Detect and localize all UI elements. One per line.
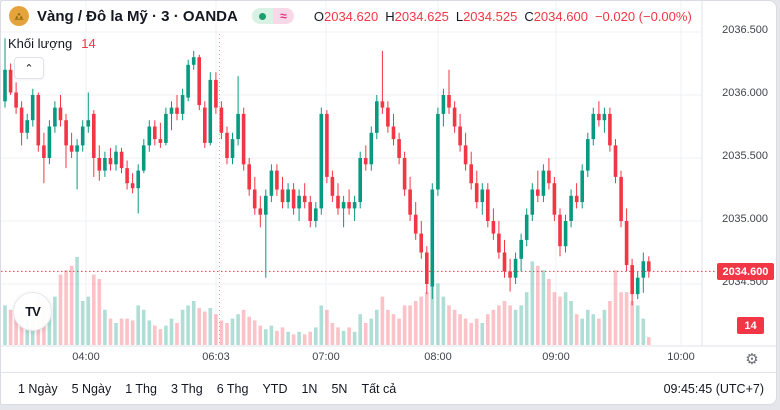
market-open-icon[interactable] — [251, 8, 273, 24]
bottom-toolbar: 1 Ngày 5 Ngày 1 Thg 3 Thg 6 Thg YTD 1N 5N Tất cả… — [1, 372, 776, 404]
market-status-pills[interactable]: ≈ — [251, 8, 294, 24]
candlestick-chart[interactable] — [1, 1, 776, 404]
range-button-3[interactable]: 1 Thg — [120, 379, 162, 399]
time-axis-tick: 08:00 — [424, 351, 452, 363]
time-axis-tick: 07:00 — [312, 351, 340, 363]
time-axis-tick: 06:03 — [202, 351, 230, 363]
symbol-title[interactable]: Vàng / Đô la Mỹ · 3 · OANDA — [37, 7, 238, 25]
range-button-1[interactable]: 1 Ngày — [13, 379, 63, 399]
close-value: 2034.600 — [533, 8, 588, 24]
date-range-selector: 1 Ngày 5 Ngày 1 Thg 3 Thg 6 Thg YTD 1N 5N Tất cả — [13, 379, 401, 399]
time-axis-tick: 10:00 — [667, 351, 695, 363]
price-axis-tick: 2035.500 — [722, 150, 768, 162]
high-label: H — [385, 8, 395, 24]
price-axis-tick: 2036.500 — [722, 24, 768, 36]
change-value: −0.020 (−0.00%) — [594, 8, 692, 24]
time-axis-tick: 09:00 — [542, 351, 570, 363]
volume-legend-label[interactable]: Khối lượng — [8, 36, 73, 51]
price-axis-tick: 2035.000 — [722, 213, 768, 225]
delayed-data-icon[interactable]: ≈ — [272, 8, 294, 24]
price-axis-tick: 2036.000 — [722, 87, 768, 99]
open-value: 2034.620 — [323, 8, 379, 24]
low-label: L — [455, 8, 464, 24]
range-button-7[interactable]: 1N — [296, 379, 322, 399]
range-button-2[interactable]: 5 Ngày — [67, 379, 117, 399]
axis-settings-button[interactable]: ⚙ — [742, 349, 762, 369]
low-value: 2034.525 — [463, 8, 518, 24]
approx-symbol: ≈ — [280, 9, 287, 23]
open-label: O — [313, 8, 324, 24]
volume-badge: 14 — [737, 317, 764, 334]
volume-legend-value: 14 — [81, 36, 96, 51]
gear-icon: ⚙ — [745, 351, 759, 368]
range-button-9[interactable]: Tất cả — [356, 379, 401, 399]
tradingview-logo[interactable]: TV — [13, 292, 52, 331]
volume-legend: Khối lượng 14 — [8, 36, 96, 51]
chart-header: Vàng / Đô la Mỹ · 3 · OANDA ≈ O2034.620 … — [1, 1, 692, 31]
range-button-4[interactable]: 3 Thg — [166, 379, 208, 399]
ohlc-readout: O2034.620 H2034.625 L2034.525 C2034.600 … — [314, 9, 692, 24]
high-value: 2034.625 — [394, 8, 449, 24]
range-button-5[interactable]: 6 Thg — [212, 379, 254, 399]
chevron-up-icon: ⌃ — [24, 62, 34, 75]
gold-coin-icon — [9, 6, 29, 26]
time-axis-tick: 04:00 — [72, 351, 100, 363]
clock-timezone[interactable]: 09:45:45 (UTC+7) — [663, 382, 764, 396]
close-label: C — [524, 8, 534, 24]
market-status-dot — [258, 12, 266, 20]
tradingview-logo-text: TV — [25, 304, 41, 319]
pane-collapse-button[interactable]: ⌃ — [14, 57, 44, 79]
last-price-badge: 2034.600 — [717, 263, 774, 280]
range-button-6[interactable]: YTD — [257, 379, 292, 399]
range-button-8[interactable]: 5N — [326, 379, 352, 399]
